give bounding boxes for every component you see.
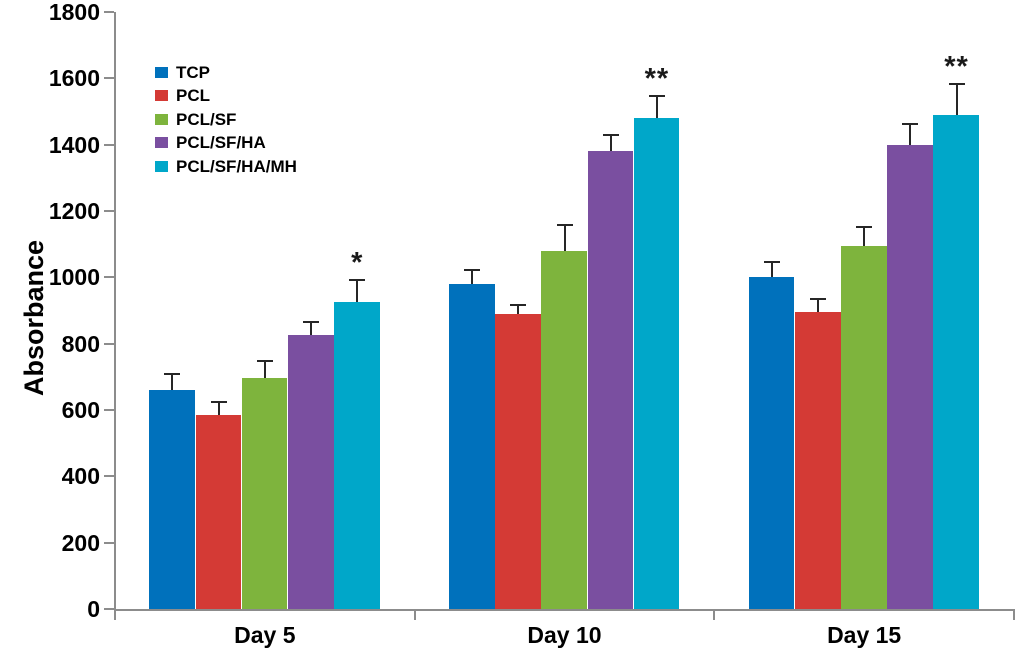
error-bar (263, 361, 266, 379)
x-axis-line (114, 609, 1015, 611)
bar-PCL-SF-Day10 (541, 250, 588, 609)
error-bar-cap (648, 94, 665, 97)
y-tick-label: 1400 (48, 131, 100, 158)
error-bar (609, 134, 612, 152)
error-bar-cap (510, 304, 527, 307)
legend-label: PCL (176, 86, 210, 106)
error-bar (909, 124, 912, 145)
error-bar-cap (902, 123, 919, 126)
significance-mark: ** (944, 51, 969, 84)
error-bar (217, 401, 220, 415)
legend-swatch-icon (155, 137, 168, 149)
bar-PCL-Day15 (794, 312, 841, 609)
bar-PCL-SF-HA-MH-Day10 (633, 118, 680, 609)
x-tick-mark (1013, 609, 1015, 620)
x-category-label: Day 10 (527, 622, 602, 648)
legend-swatch-icon (155, 67, 168, 78)
y-tick-mark (104, 276, 114, 279)
error-bar-cap (948, 83, 965, 86)
legend-swatch-icon (155, 90, 168, 102)
error-bar (310, 322, 313, 336)
error-bar (655, 95, 658, 119)
x-tick-mark (114, 609, 116, 620)
bar-TCP-Day15 (748, 277, 795, 609)
error-bar-cap (303, 321, 320, 324)
y-tick-mark (104, 143, 114, 146)
significance-mark: * (351, 247, 364, 280)
error-bar-cap (809, 297, 826, 300)
error-bar (517, 305, 520, 315)
legend: TCP PCL PCL/SF PCL/SF/HA PCL/SF/HA/MH (155, 62, 355, 182)
bar-PCL-SF-HA-Day5 (287, 335, 334, 609)
x-tick-mark (413, 609, 416, 620)
bar-PCL-SF-HA-Day15 (887, 144, 933, 609)
bar-PCL-Day5 (195, 414, 242, 609)
y-tick-label: 800 (61, 330, 100, 357)
legend-label: PCL/SF/HA (176, 133, 266, 153)
y-tick-mark (104, 210, 114, 212)
bar-PCL-SF-HA-Day10 (587, 151, 634, 609)
legend-label: TCP (176, 63, 210, 82)
legend-label: PCL/SF/HA/MH (176, 156, 297, 176)
y-axis-line (114, 12, 116, 611)
y-tick-mark (104, 475, 114, 478)
error-bar (770, 262, 773, 278)
error-bar-cap (602, 133, 619, 136)
bar-PCL-SF-HA-MH-Day5 (334, 302, 380, 609)
y-tick-mark (104, 11, 114, 13)
legend-swatch-icon (155, 113, 168, 125)
bar-PCL-SF-Day15 (841, 245, 887, 609)
error-bar (471, 269, 474, 284)
error-bar-cap (164, 372, 181, 375)
error-bar-cap (464, 268, 481, 271)
y-tick-label: 200 (61, 529, 100, 556)
y-tick-label: 1000 (48, 264, 100, 291)
y-tick-label: 1600 (48, 65, 100, 92)
bar-PCL-Day10 (495, 314, 541, 609)
error-bar-cap (763, 261, 780, 264)
y-tick-mark (104, 77, 114, 80)
error-bar-cap (856, 225, 873, 228)
legend-label: PCL/SF (176, 109, 237, 129)
error-bar-cap (349, 279, 366, 282)
y-tick-label: 400 (61, 463, 100, 490)
error-bar (356, 280, 359, 303)
x-tick-mark (713, 609, 716, 620)
error-bar (171, 373, 174, 391)
y-tick-label: 1200 (48, 198, 100, 224)
error-bar-cap (256, 360, 273, 363)
y-tick-label: 1800 (48, 0, 100, 25)
error-bar-cap (210, 400, 227, 403)
bar-PCL-SF-HA-MH-Day15 (933, 114, 980, 609)
error-bar (863, 226, 866, 246)
legend-swatch-icon (155, 160, 168, 172)
bar-TCP-Day10 (449, 283, 495, 609)
error-bar (563, 224, 566, 251)
y-tick-mark (104, 608, 114, 610)
y-tick-mark (104, 409, 114, 411)
y-tick-mark (104, 541, 114, 544)
y-tick-mark (104, 342, 114, 345)
error-bar-cap (556, 223, 573, 226)
significance-mark: ** (644, 62, 670, 95)
x-category-label: Day 15 (827, 622, 902, 648)
x-category-label: Day 5 (234, 622, 296, 648)
error-bar (955, 84, 958, 115)
y-tick-label: 600 (61, 397, 100, 423)
y-tick-label: 0 (87, 596, 100, 622)
error-bar (816, 298, 819, 313)
bar-PCL-SF-Day5 (241, 378, 288, 609)
bar-TCP-Day5 (149, 390, 196, 609)
